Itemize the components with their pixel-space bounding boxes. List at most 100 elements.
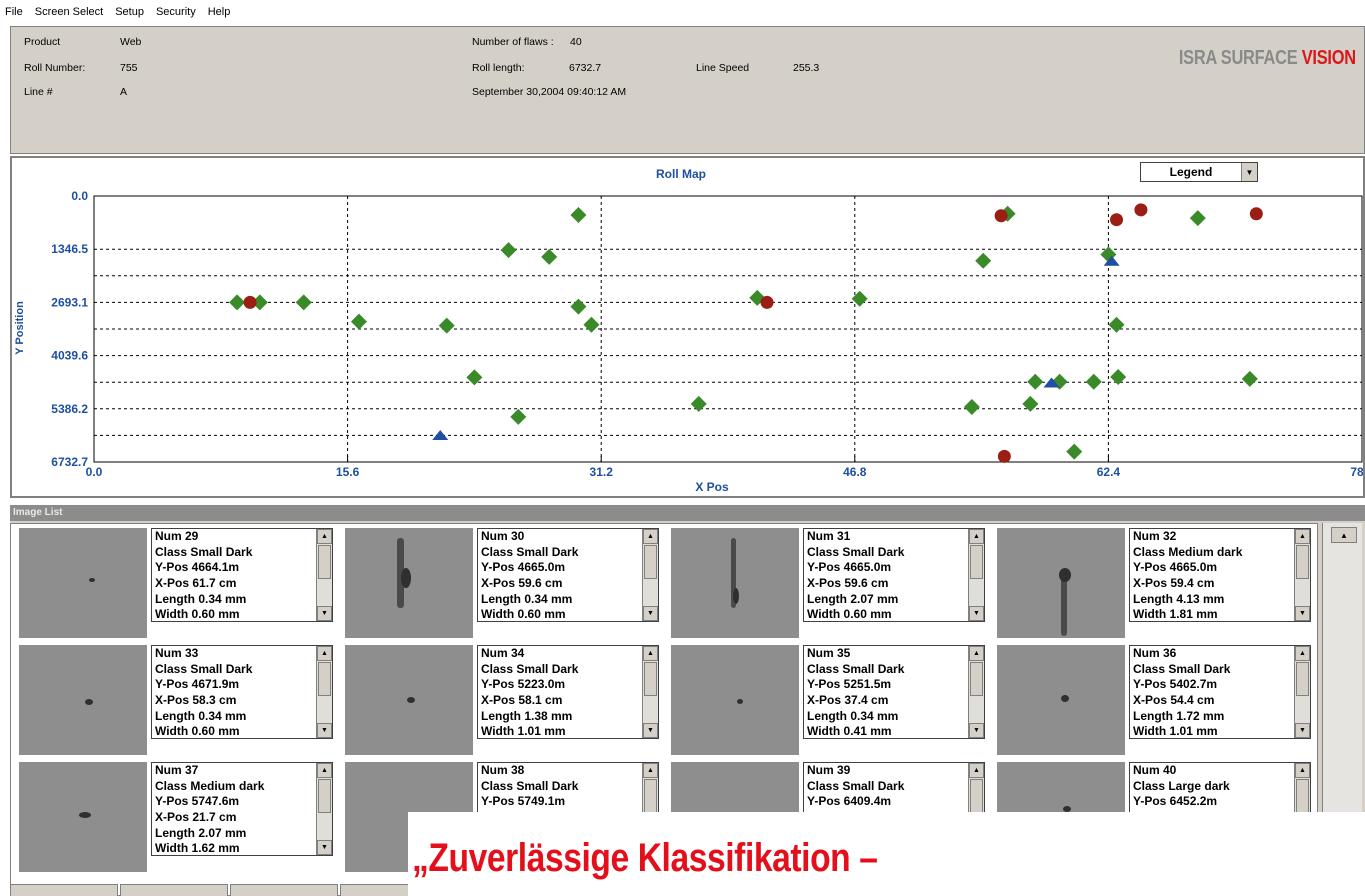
scroll-up-icon[interactable]: ▲ [317,763,332,778]
scroll-up-icon[interactable]: ▲ [1295,763,1310,778]
defect-info-box[interactable]: Num 36 Class Small Dark Y-Pos 5402.7m X-Pos… [1129,645,1311,739]
scroll-down-icon[interactable]: ▼ [1295,723,1310,738]
scroll-thumb[interactable] [1296,545,1309,579]
info-scrollbar[interactable]: ▲▼ [316,763,332,855]
image-list-item[interactable]: Num 35 Class Small Dark Y-Pos 5251.5m X-Pos… [663,641,989,757]
grid-lines [93,196,1363,462]
defect-info-box[interactable]: Num 30 Class Small Dark Y-Pos 4665.0m X-Pos… [477,528,659,622]
defect-info-box[interactable]: Num 35 Class Small Dark Y-Pos 5251.5m X-Pos… [803,645,985,739]
defect-thumbnail[interactable] [997,645,1125,755]
scroll-up-icon[interactable]: ▲ [643,646,658,661]
defect-info-text: Num 32 Class Medium dark Y-Pos 4665.0m X-Po… [1133,529,1293,621]
scroll-up-icon[interactable]: ▲ [969,646,984,661]
scroll-thumb[interactable] [318,545,331,579]
defect-ypos: Y-Pos 6452.2m [1133,794,1218,809]
scroll-down-icon[interactable]: ▼ [969,723,984,738]
defect-info-box[interactable]: Num 29 Class Small Dark Y-Pos 4664.1m X-Pos… [151,528,333,622]
scroll-thumb[interactable] [1296,662,1309,696]
info-scrollbar[interactable]: ▲▼ [1294,529,1310,621]
image-list-item[interactable]: Num 30 Class Small Dark Y-Pos 4665.0m X-Pos… [337,524,663,640]
caption-overlay: „Zuverlässige Klassifikation – [408,812,1365,896]
scroll-down-icon[interactable]: ▼ [643,606,658,621]
image-list-item[interactable]: Num 32 Class Medium dark Y-Pos 4665.0m X-Po… [989,524,1315,640]
defect-thumbnail[interactable] [345,645,473,755]
defect-thumbnail[interactable] [997,528,1125,638]
defect-spot [407,697,415,703]
defect-info-box[interactable]: Num 33 Class Small Dark Y-Pos 4671.9m X-Pos… [151,645,333,739]
roll-number-value: 755 [120,62,138,74]
defect-thumbnail[interactable] [345,528,473,638]
info-scrollbar[interactable]: ▲▼ [316,529,332,621]
image-list-item[interactable]: Num 33 Class Small Dark Y-Pos 4671.9m X-Pos… [11,641,337,757]
toolbar-button-2[interactable] [120,884,228,896]
toolbar-button-1[interactable] [10,884,118,896]
defect-streak [397,538,404,608]
image-list-item[interactable]: Num 34 Class Small Dark Y-Pos 5223.0m X-Pos… [337,641,663,757]
menu-help[interactable]: Help [207,6,231,18]
scroll-down-icon[interactable]: ▼ [969,606,984,621]
defect-info-text: Num 31 Class Small Dark Y-Pos 4665.0m X-Pos… [807,529,967,621]
scroll-down-icon[interactable]: ▼ [317,723,332,738]
info-scrollbar[interactable]: ▲▼ [316,646,332,738]
scroll-thumb[interactable] [318,662,331,696]
scroll-thumb[interactable] [970,662,983,696]
scroll-down-icon[interactable]: ▼ [643,723,658,738]
defect-thumbnail[interactable] [19,762,147,872]
menu-screen-select[interactable]: Screen Select [34,6,104,18]
info-scrollbar[interactable]: ▲▼ [968,529,984,621]
scroll-up-icon[interactable]: ▲ [317,646,332,661]
chevron-down-icon[interactable]: ▼ [1241,163,1257,181]
defect-info-box[interactable]: Num 31 Class Small Dark Y-Pos 4665.0m X-Pos… [803,528,985,622]
scroll-up-icon[interactable]: ▲ [969,529,984,544]
defect-width: Width 1.01 mm [1133,724,1218,739]
scroll-thumb[interactable] [970,779,983,813]
toolbar-button-4[interactable] [340,884,410,896]
menu-setup[interactable]: Setup [115,6,144,18]
scroll-thumb[interactable] [644,662,657,696]
defect-num: Num 38 [481,763,525,777]
defect-xpos: X-Pos 59.6 cm [481,576,563,591]
scroll-up-icon[interactable]: ▲ [969,763,984,778]
defect-info-box[interactable]: Num 32 Class Medium dark Y-Pos 4665.0m X-Po… [1129,528,1311,622]
scroll-thumb[interactable] [1296,779,1309,813]
info-scrollbar[interactable]: ▲▼ [642,646,658,738]
legend-dropdown-value: Legend [1169,165,1213,179]
scroll-thumb[interactable] [318,779,331,813]
menu-security[interactable]: Security [155,6,196,18]
scroll-up-icon[interactable]: ▲ [1331,527,1357,543]
image-list-item[interactable]: Num 29 Class Small Dark Y-Pos 4664.1m X-Pos… [11,524,337,640]
defect-thumbnail[interactable] [671,645,799,755]
scroll-down-icon[interactable]: ▼ [317,606,332,621]
toolbar-button-3[interactable] [230,884,338,896]
scroll-down-icon[interactable]: ▼ [1295,606,1310,621]
scroll-up-icon[interactable]: ▲ [1295,646,1310,661]
roll-map-chart[interactable]: Roll Map 0.0 15.6 31.2 46.8 62.4 78.0 0.0 1346.… [12,158,1363,496]
scroll-down-icon[interactable]: ▼ [317,840,332,855]
defect-info-box[interactable]: Num 37 Class Medium dark Y-Pos 5747.6m X-Po… [151,762,333,856]
scroll-thumb[interactable] [970,545,983,579]
scroll-thumb[interactable] [644,545,657,579]
defect-streak [1061,576,1067,636]
scroll-up-icon[interactable]: ▲ [317,529,332,544]
defect-thumbnail[interactable] [19,645,147,755]
scroll-thumb[interactable] [644,779,657,813]
menu-file[interactable]: File [5,6,23,18]
scroll-up-icon[interactable]: ▲ [1295,529,1310,544]
info-scrollbar[interactable]: ▲▼ [1294,646,1310,738]
image-list-item[interactable]: Num 31 Class Small Dark Y-Pos 4665.0m X-Pos… [663,524,989,640]
flaw-marker-circle [997,449,1011,463]
image-list-item[interactable]: Num 37 Class Medium dark Y-Pos 5747.6m X-Po… [11,758,337,874]
info-scrollbar[interactable]: ▲▼ [642,529,658,621]
defect-length: Length 0.34 mm [155,591,247,606]
defect-thumbnail[interactable] [19,528,147,638]
legend-dropdown[interactable]: Legend ▼ [1140,162,1258,182]
image-list-item[interactable]: Num 36 Class Small Dark Y-Pos 5402.7m X-Pos… [989,641,1315,757]
line-speed-value: 255.3 [793,62,820,74]
defect-thumbnail[interactable] [671,528,799,638]
scroll-up-icon[interactable]: ▲ [643,763,658,778]
flaw-marker-diamond [1108,316,1125,333]
defect-cls: Class Small Dark [807,544,905,559]
defect-info-box[interactable]: Num 34 Class Small Dark Y-Pos 5223.0m X-Pos… [477,645,659,739]
scroll-up-icon[interactable]: ▲ [643,529,658,544]
info-scrollbar[interactable]: ▲▼ [968,646,984,738]
